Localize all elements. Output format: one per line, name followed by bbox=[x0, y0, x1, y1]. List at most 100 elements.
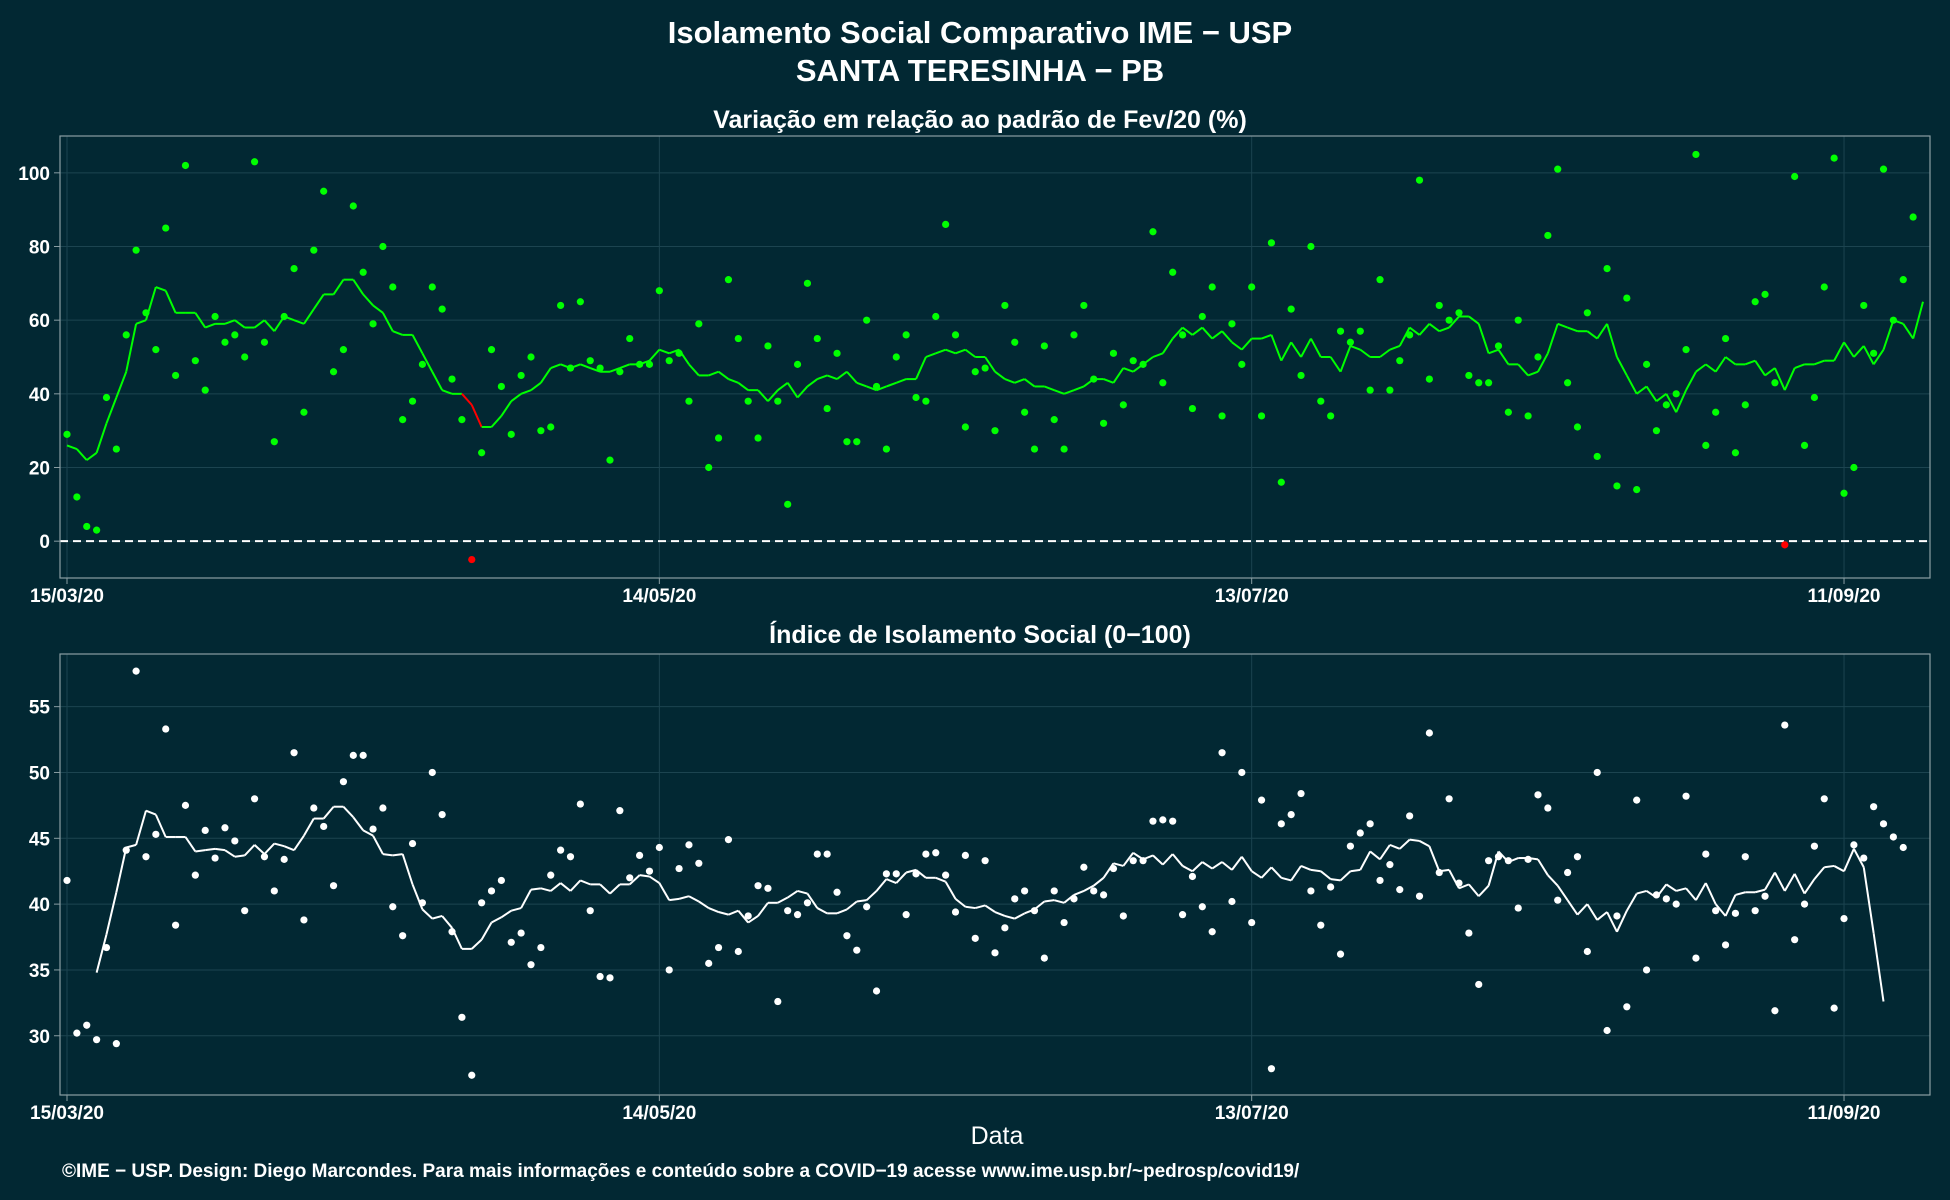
p1-average-line-segment bbox=[303, 308, 315, 325]
p1-average-line-segment bbox=[816, 374, 828, 381]
p1-average-line-segment bbox=[1073, 385, 1085, 392]
p2-average-line-segment bbox=[1191, 861, 1204, 872]
p1-data-point bbox=[695, 320, 703, 328]
p1-average-line-segment bbox=[1063, 389, 1075, 395]
p1-average-line-segment bbox=[76, 448, 88, 461]
p2-average-line-segment bbox=[954, 898, 967, 908]
p2-data-point bbox=[1159, 816, 1167, 824]
p1-data-point bbox=[1751, 298, 1759, 306]
panel-2-title: Índice de Isolamento Social (0−100) bbox=[769, 620, 1191, 649]
p1-average-line-segment bbox=[1428, 323, 1440, 333]
p1-data-point bbox=[418, 360, 427, 368]
p1-data-point bbox=[1494, 342, 1503, 350]
p1-average-line-segment bbox=[964, 348, 976, 358]
p2-average-line-segment bbox=[836, 908, 848, 915]
p1-average-line-segment bbox=[421, 352, 434, 373]
p2-data-point bbox=[655, 843, 663, 852]
p1-data-point bbox=[1317, 397, 1325, 405]
p1-data-point bbox=[399, 416, 407, 424]
p2-data-point bbox=[280, 855, 288, 863]
p2-average-line-segment bbox=[1685, 887, 1697, 901]
p1-average-line-segment bbox=[1833, 341, 1845, 362]
p2-average-line-segment bbox=[787, 890, 799, 899]
p2-average-line-segment bbox=[1764, 872, 1776, 891]
p2-data-point bbox=[349, 751, 357, 759]
p2-average-line-segment bbox=[1458, 883, 1470, 890]
p1-average-line-segment bbox=[470, 404, 483, 428]
p2-average-line-segment bbox=[944, 881, 957, 900]
p2-average-line-segment bbox=[629, 874, 641, 886]
p1-data-point bbox=[685, 397, 693, 405]
p1-average-line-segment bbox=[540, 367, 552, 384]
p1-average-line-segment bbox=[1221, 330, 1233, 343]
p2-average-line-segment bbox=[757, 902, 769, 917]
p2-average-line-segment bbox=[154, 814, 167, 838]
p2-average-line-segment bbox=[1586, 903, 1599, 921]
p2-data-point bbox=[487, 887, 496, 895]
p1-data-point bbox=[734, 334, 742, 343]
p2-data-point bbox=[1060, 918, 1068, 927]
p2-average-line-segment bbox=[1566, 899, 1579, 916]
p2-data-point bbox=[1721, 941, 1730, 949]
p1-average-line-segment bbox=[1418, 323, 1431, 336]
p2-average-line-segment bbox=[1201, 861, 1213, 870]
p2-x-tick-label: 15/03/20 bbox=[30, 1103, 104, 1124]
p2-average-line-segment bbox=[1862, 867, 1875, 934]
p1-data-point bbox=[320, 187, 328, 195]
p2-data-point bbox=[1366, 820, 1374, 828]
p2-data-point bbox=[1899, 843, 1907, 852]
p1-average-line-segment bbox=[431, 371, 444, 391]
p2-average-line-segment bbox=[1300, 865, 1312, 871]
p1-data-point bbox=[93, 526, 101, 534]
p1-data-point bbox=[1781, 541, 1789, 549]
p2-data-point bbox=[1633, 796, 1641, 804]
p1-data-point bbox=[1218, 412, 1226, 420]
p2-data-point bbox=[132, 667, 140, 675]
p2-average-line-segment bbox=[1152, 854, 1164, 866]
p2-data-point bbox=[1791, 936, 1799, 944]
p1-average-line-segment bbox=[253, 319, 266, 329]
p2-average-line-segment bbox=[530, 887, 542, 891]
p2-data-point bbox=[181, 801, 190, 809]
chart-subtitle: SANTA TERESINHA − PB bbox=[796, 53, 1164, 88]
p2-average-line-segment bbox=[1221, 861, 1233, 871]
p1-average-line-segment bbox=[1329, 356, 1342, 373]
p2-data-point bbox=[408, 839, 417, 848]
p1-data-point bbox=[1731, 449, 1740, 457]
p2-data-point bbox=[1277, 820, 1285, 828]
p1-average-line-segment bbox=[717, 370, 730, 380]
p2-data-point bbox=[83, 1021, 91, 1029]
p1-data-point bbox=[971, 368, 979, 376]
p1-data-point bbox=[389, 283, 397, 291]
p1-data-point bbox=[991, 427, 999, 435]
p1-average-line-segment bbox=[1024, 378, 1036, 388]
p2-average-line-segment bbox=[441, 915, 453, 929]
p2-average-line-segment bbox=[1754, 888, 1766, 894]
p1-average-line-segment bbox=[846, 371, 858, 384]
p1-data-point bbox=[655, 287, 663, 295]
p2-data-point bbox=[1475, 980, 1483, 989]
p1-average-line-segment bbox=[925, 352, 937, 358]
p1-average-line-segment bbox=[1586, 330, 1598, 340]
p1-data-point bbox=[1109, 349, 1118, 357]
p1-data-point bbox=[1406, 331, 1414, 339]
p1-data-point bbox=[1899, 276, 1907, 284]
p2-average-line-segment bbox=[234, 854, 245, 858]
p1-data-point bbox=[1060, 445, 1068, 453]
p2-data-point bbox=[774, 997, 782, 1006]
p1-y-tick-label: 80 bbox=[29, 238, 50, 259]
p1-data-point bbox=[1603, 265, 1611, 273]
p2-data-point bbox=[1139, 857, 1147, 865]
p2-data-point bbox=[754, 882, 762, 890]
p2-data-point bbox=[1267, 1065, 1276, 1073]
p1-average-line-segment bbox=[1606, 323, 1618, 358]
p1-data-point bbox=[1287, 305, 1295, 313]
p2-average-line-segment bbox=[1695, 882, 1707, 901]
p2-average-line-segment bbox=[1113, 862, 1124, 867]
p1-average-line-segment bbox=[1764, 367, 1776, 377]
p1-data-point bbox=[1573, 423, 1582, 431]
p1-data-point bbox=[112, 445, 120, 453]
p1-average-line-segment bbox=[95, 422, 108, 454]
p2-average-line-segment bbox=[352, 816, 364, 831]
